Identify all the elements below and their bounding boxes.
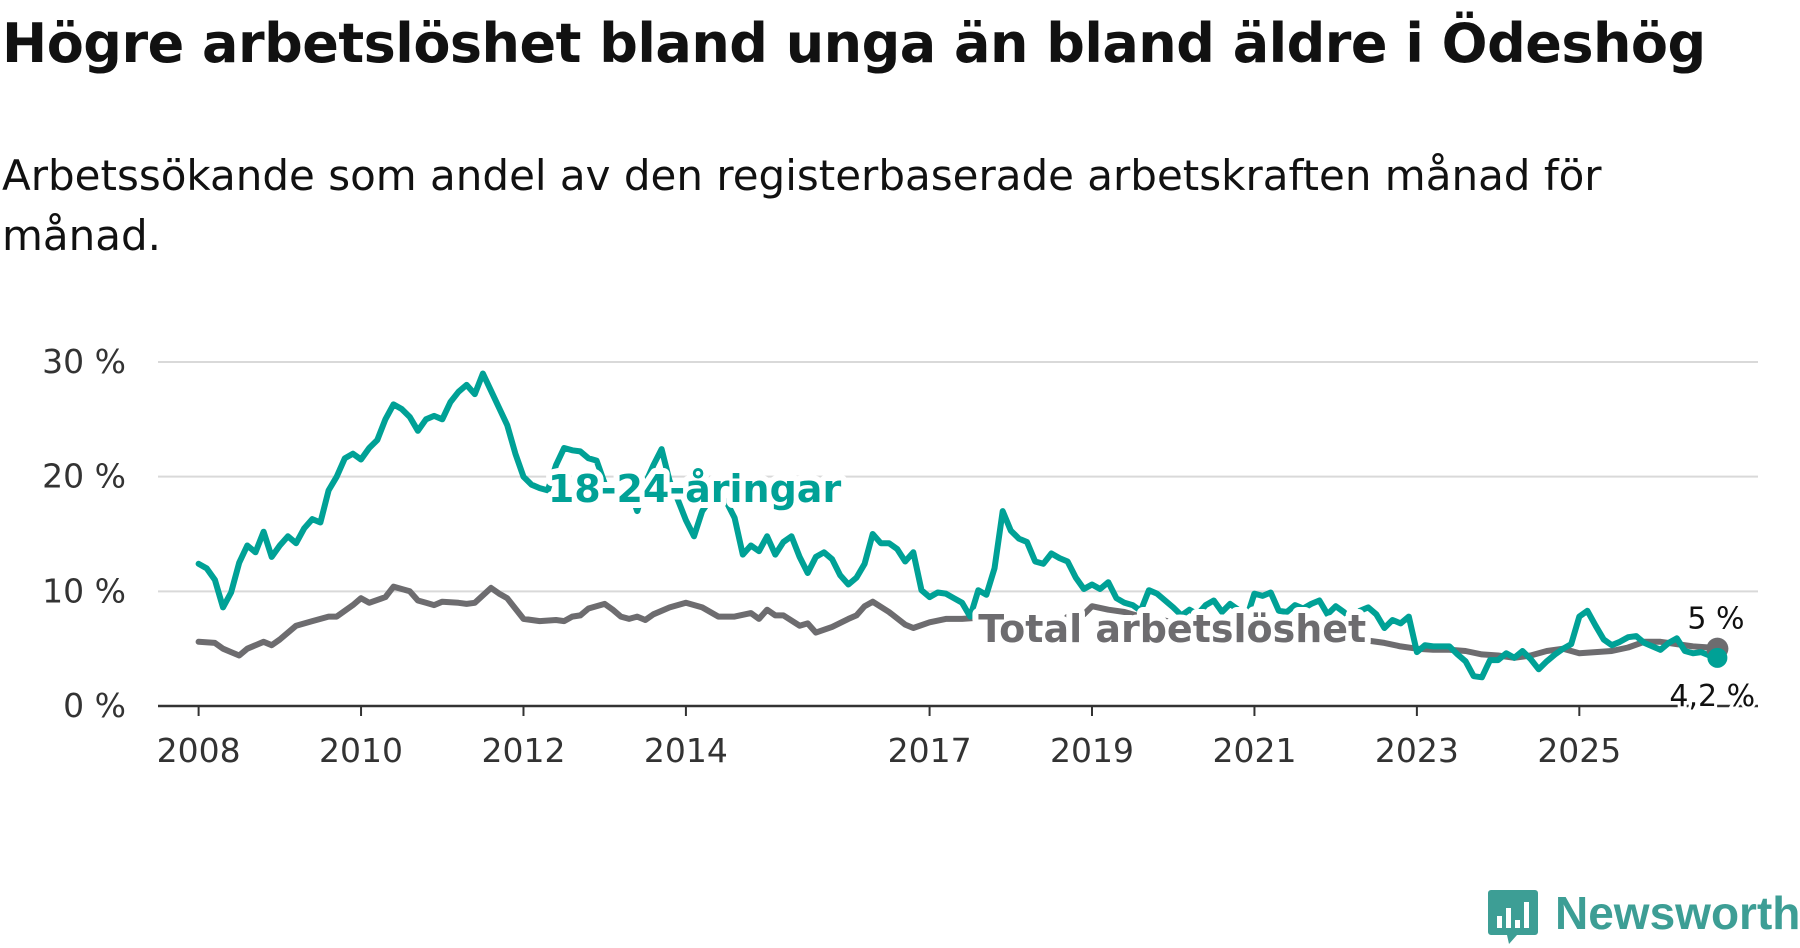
y-tick-label: 30 % bbox=[42, 342, 126, 381]
end-label-total: 5 % bbox=[1687, 602, 1744, 637]
x-tick-label: 2021 bbox=[1212, 731, 1296, 770]
series-label-total: Total arbetslöshet bbox=[978, 607, 1366, 651]
x-tick-label: 2025 bbox=[1537, 731, 1621, 770]
series-labels: 18-24-åringar Total arbetslöshet 5 % 4,2 % bbox=[542, 461, 1758, 717]
x-tick-label: 2019 bbox=[1050, 731, 1134, 770]
x-tick-label: 2017 bbox=[888, 731, 972, 770]
y-axis-ticks: 0 % 10 % 20 % 30 % bbox=[42, 342, 126, 725]
page-subtitle: Arbetssökande som andel av den registerb… bbox=[2, 151, 1602, 260]
x-tick-label: 2012 bbox=[481, 731, 565, 770]
end-point-youth bbox=[1707, 647, 1728, 668]
newsworthy-logo-icon bbox=[1488, 890, 1538, 944]
end-label-youth: 4,2 % bbox=[1669, 679, 1755, 714]
series-line-youth bbox=[195, 370, 1721, 681]
y-tick-label: 20 % bbox=[42, 457, 126, 496]
brand-logo: Newsworthy bbox=[1487, 884, 1800, 948]
x-tick-label: 2014 bbox=[644, 731, 728, 770]
grid-lines bbox=[158, 361, 1758, 593]
series-lines bbox=[195, 370, 1729, 681]
x-tick-label: 2023 bbox=[1375, 731, 1459, 770]
series-line-total bbox=[195, 583, 1721, 661]
y-tick-label: 10 % bbox=[42, 571, 126, 610]
y-tick-label: 0 % bbox=[63, 686, 126, 725]
series-label-youth: 18-24-åringar bbox=[548, 467, 842, 511]
x-axis-ticks: 2008 2010 2012 2014 2017 2019 2021 2023 2025 bbox=[157, 706, 1621, 770]
brand-name: Newsworthy bbox=[1555, 887, 1800, 939]
page-title: Högre arbetslöshet bland unga än bland ä… bbox=[2, 12, 1706, 75]
x-tick-label: 2010 bbox=[319, 731, 403, 770]
x-tick-label: 2008 bbox=[157, 731, 241, 770]
